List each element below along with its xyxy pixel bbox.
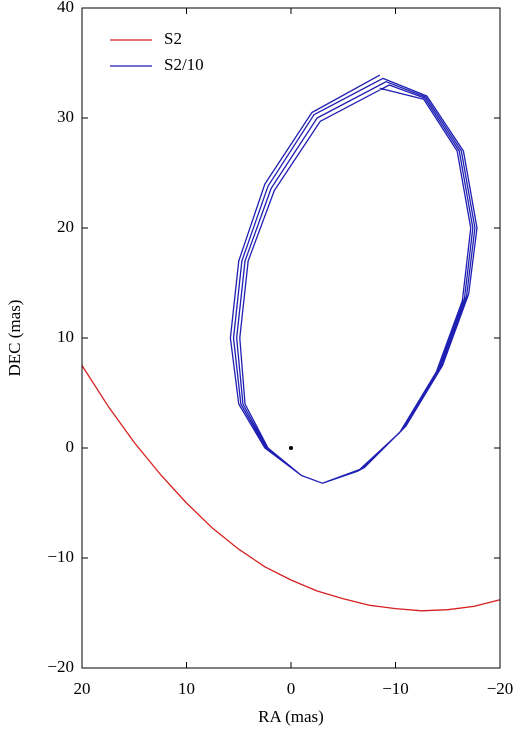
legend-label: S2/10 bbox=[164, 55, 204, 74]
x-tick-label: −20 bbox=[487, 679, 514, 698]
y-axis-label: DEC (mas) bbox=[5, 300, 24, 377]
series-line bbox=[81, 365, 501, 612]
x-tick-label: 0 bbox=[287, 679, 296, 698]
y-tick-label: 20 bbox=[57, 217, 74, 236]
series-line bbox=[229, 74, 478, 484]
y-tick-label: 10 bbox=[57, 327, 74, 346]
legend-label: S2 bbox=[164, 29, 182, 48]
plot-frame bbox=[81, 7, 501, 669]
x-axis-label: RA (mas) bbox=[258, 707, 324, 726]
y-tick-label: 0 bbox=[66, 437, 75, 456]
x-tick-label: 10 bbox=[178, 679, 195, 698]
x-tick-label: 20 bbox=[74, 679, 91, 698]
x-tick-label: −10 bbox=[382, 679, 409, 698]
point bbox=[289, 446, 293, 450]
y-tick-label: −20 bbox=[47, 657, 74, 676]
y-tick-label: −10 bbox=[47, 547, 74, 566]
y-tick-label: 40 bbox=[57, 0, 74, 16]
y-tick-label: 30 bbox=[57, 107, 74, 126]
